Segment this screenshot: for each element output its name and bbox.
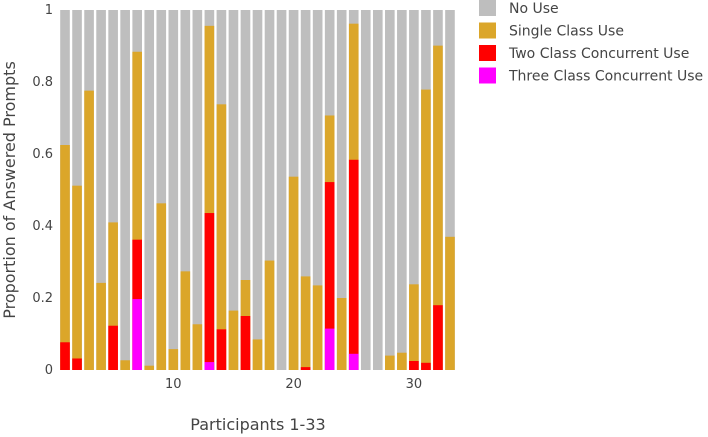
bar-series-0-participant-21	[300, 10, 311, 370]
bar-series-1-participant-21	[300, 276, 311, 370]
bar-series-3-participant-25	[348, 353, 359, 370]
legend-item-0[interactable]: No Use	[479, 0, 559, 17]
legend-swatch	[479, 22, 496, 39]
bar-series-2-participant-5	[108, 325, 118, 370]
bar-series-1-participant-17	[252, 339, 263, 370]
series-3	[132, 299, 359, 370]
bar-series-1-participant-24	[336, 298, 347, 370]
plot-area	[60, 10, 455, 371]
y-axis: 0 0.2 0.4 0.6 0.8 1	[32, 3, 53, 378]
bar-series-0-participant-16	[240, 10, 251, 370]
y-tick-label: 0.2	[32, 291, 53, 306]
legend-label: Three Class Concurrent Use	[508, 69, 703, 85]
bar-series-2-participant-21	[300, 367, 311, 370]
legend-item-2[interactable]: Two Class Concurrent Use	[479, 45, 689, 62]
bar-series-1-participant-9	[156, 203, 167, 370]
bar-series-1-participant-6	[120, 360, 130, 370]
bar-series-0-participant-10	[168, 10, 179, 370]
x-axis: 10 20 30	[165, 377, 422, 392]
x-tick-label: 10	[165, 377, 182, 392]
bar-series-1-participant-31	[421, 89, 431, 370]
y-axis-title: Proportion of Answered Prompts	[0, 61, 19, 319]
bar-series-1-participant-29	[397, 352, 407, 370]
bar-series-0-participant-9	[156, 10, 167, 370]
bar-series-1-participant-3	[84, 90, 94, 370]
y-tick-label: 1	[45, 3, 53, 18]
bar-series-0-participant-28	[385, 10, 395, 370]
bar-series-2-participant-31	[421, 362, 431, 370]
x-axis-title: Participants 1-33	[190, 415, 325, 434]
x-tick-label: 30	[406, 377, 423, 392]
legend-label: Single Class Use	[509, 24, 624, 40]
bar-series-3-participant-23	[324, 328, 335, 370]
bar-series-1-participant-20	[288, 176, 299, 370]
bar-series-1-participant-13	[204, 25, 215, 371]
y-tick-label: 0	[45, 363, 53, 378]
bar-series-1-participant-11	[180, 271, 191, 370]
bar-series-0-participant-24	[336, 10, 347, 370]
bar-series-0-participant-22	[312, 10, 323, 370]
x-tick-label: 20	[285, 377, 302, 392]
bar-series-0-participant-33	[445, 10, 455, 370]
bar-series-0-participant-15	[228, 10, 239, 370]
legend-item-1[interactable]: Single Class Use	[479, 22, 624, 40]
bar-series-2-participant-32	[433, 305, 443, 370]
bar-series-1-participant-1	[60, 145, 70, 370]
legend-swatch	[479, 67, 496, 84]
bar-series-1-participant-14	[216, 104, 227, 370]
bar-series-1-participant-5	[108, 222, 118, 370]
bar-series-2-participant-30	[409, 361, 419, 370]
legend-swatch	[479, 45, 496, 61]
bar-series-1-participant-15	[228, 310, 239, 370]
y-tick-label: 0.8	[32, 75, 53, 90]
bar-series-0-participant-6	[120, 10, 130, 370]
bar-series-1-participant-32	[433, 45, 443, 370]
series-0	[60, 10, 455, 370]
bar-series-0-participant-29	[397, 10, 407, 370]
legend-label: No Use	[509, 1, 559, 17]
legend-swatch	[479, 0, 496, 16]
legend-item-3[interactable]: Three Class Concurrent Use	[479, 67, 703, 85]
bar-series-0-participant-11	[180, 10, 191, 370]
bar-series-1-participant-30	[409, 284, 419, 370]
bar-series-0-participant-27	[372, 10, 383, 370]
bar-series-1-participant-12	[192, 324, 203, 370]
bar-series-3-participant-13	[204, 362, 215, 370]
legend: No Use Single Class Use Two Class Concurre…	[479, 0, 703, 85]
bar-series-0-participant-12	[192, 10, 203, 370]
bar-series-2-participant-2	[72, 358, 82, 370]
bar-series-2-participant-23	[324, 182, 335, 370]
bar-series-1-participant-2	[72, 185, 82, 370]
bar-series-2-participant-25	[348, 159, 359, 370]
y-tick-label: 0.4	[32, 219, 53, 234]
bar-series-1-participant-10	[168, 349, 179, 370]
bar-series-0-participant-17	[252, 10, 263, 370]
bar-series-0-participant-8	[144, 10, 155, 370]
bar-series-0-participant-30	[409, 10, 419, 370]
legend-label: Two Class Concurrent Use	[508, 46, 689, 62]
bar-series-1-participant-33	[445, 236, 455, 370]
bar-series-0-participant-19	[276, 10, 287, 370]
bar-series-0-participant-5	[108, 10, 118, 370]
bar-series-0-participant-4	[96, 10, 106, 370]
bar-series-1-participant-18	[264, 260, 275, 370]
bar-series-2-participant-1	[60, 342, 70, 370]
bar-series-1-participant-22	[312, 285, 323, 370]
y-tick-label: 0.6	[32, 147, 53, 162]
bar-series-1-participant-8	[144, 365, 155, 370]
bar-series-0-participant-18	[264, 10, 275, 370]
bar-series-1-participant-4	[96, 282, 106, 370]
bar-series-1-participant-28	[385, 355, 395, 370]
bar-series-3-participant-7	[132, 299, 142, 370]
bar-series-2-participant-13	[204, 213, 215, 370]
bar-series-2-participant-14	[216, 329, 227, 370]
bar-series-1-participant-7	[132, 51, 142, 370]
bar-series-0-participant-26	[360, 10, 371, 370]
bar-series-2-participant-16	[240, 316, 251, 370]
